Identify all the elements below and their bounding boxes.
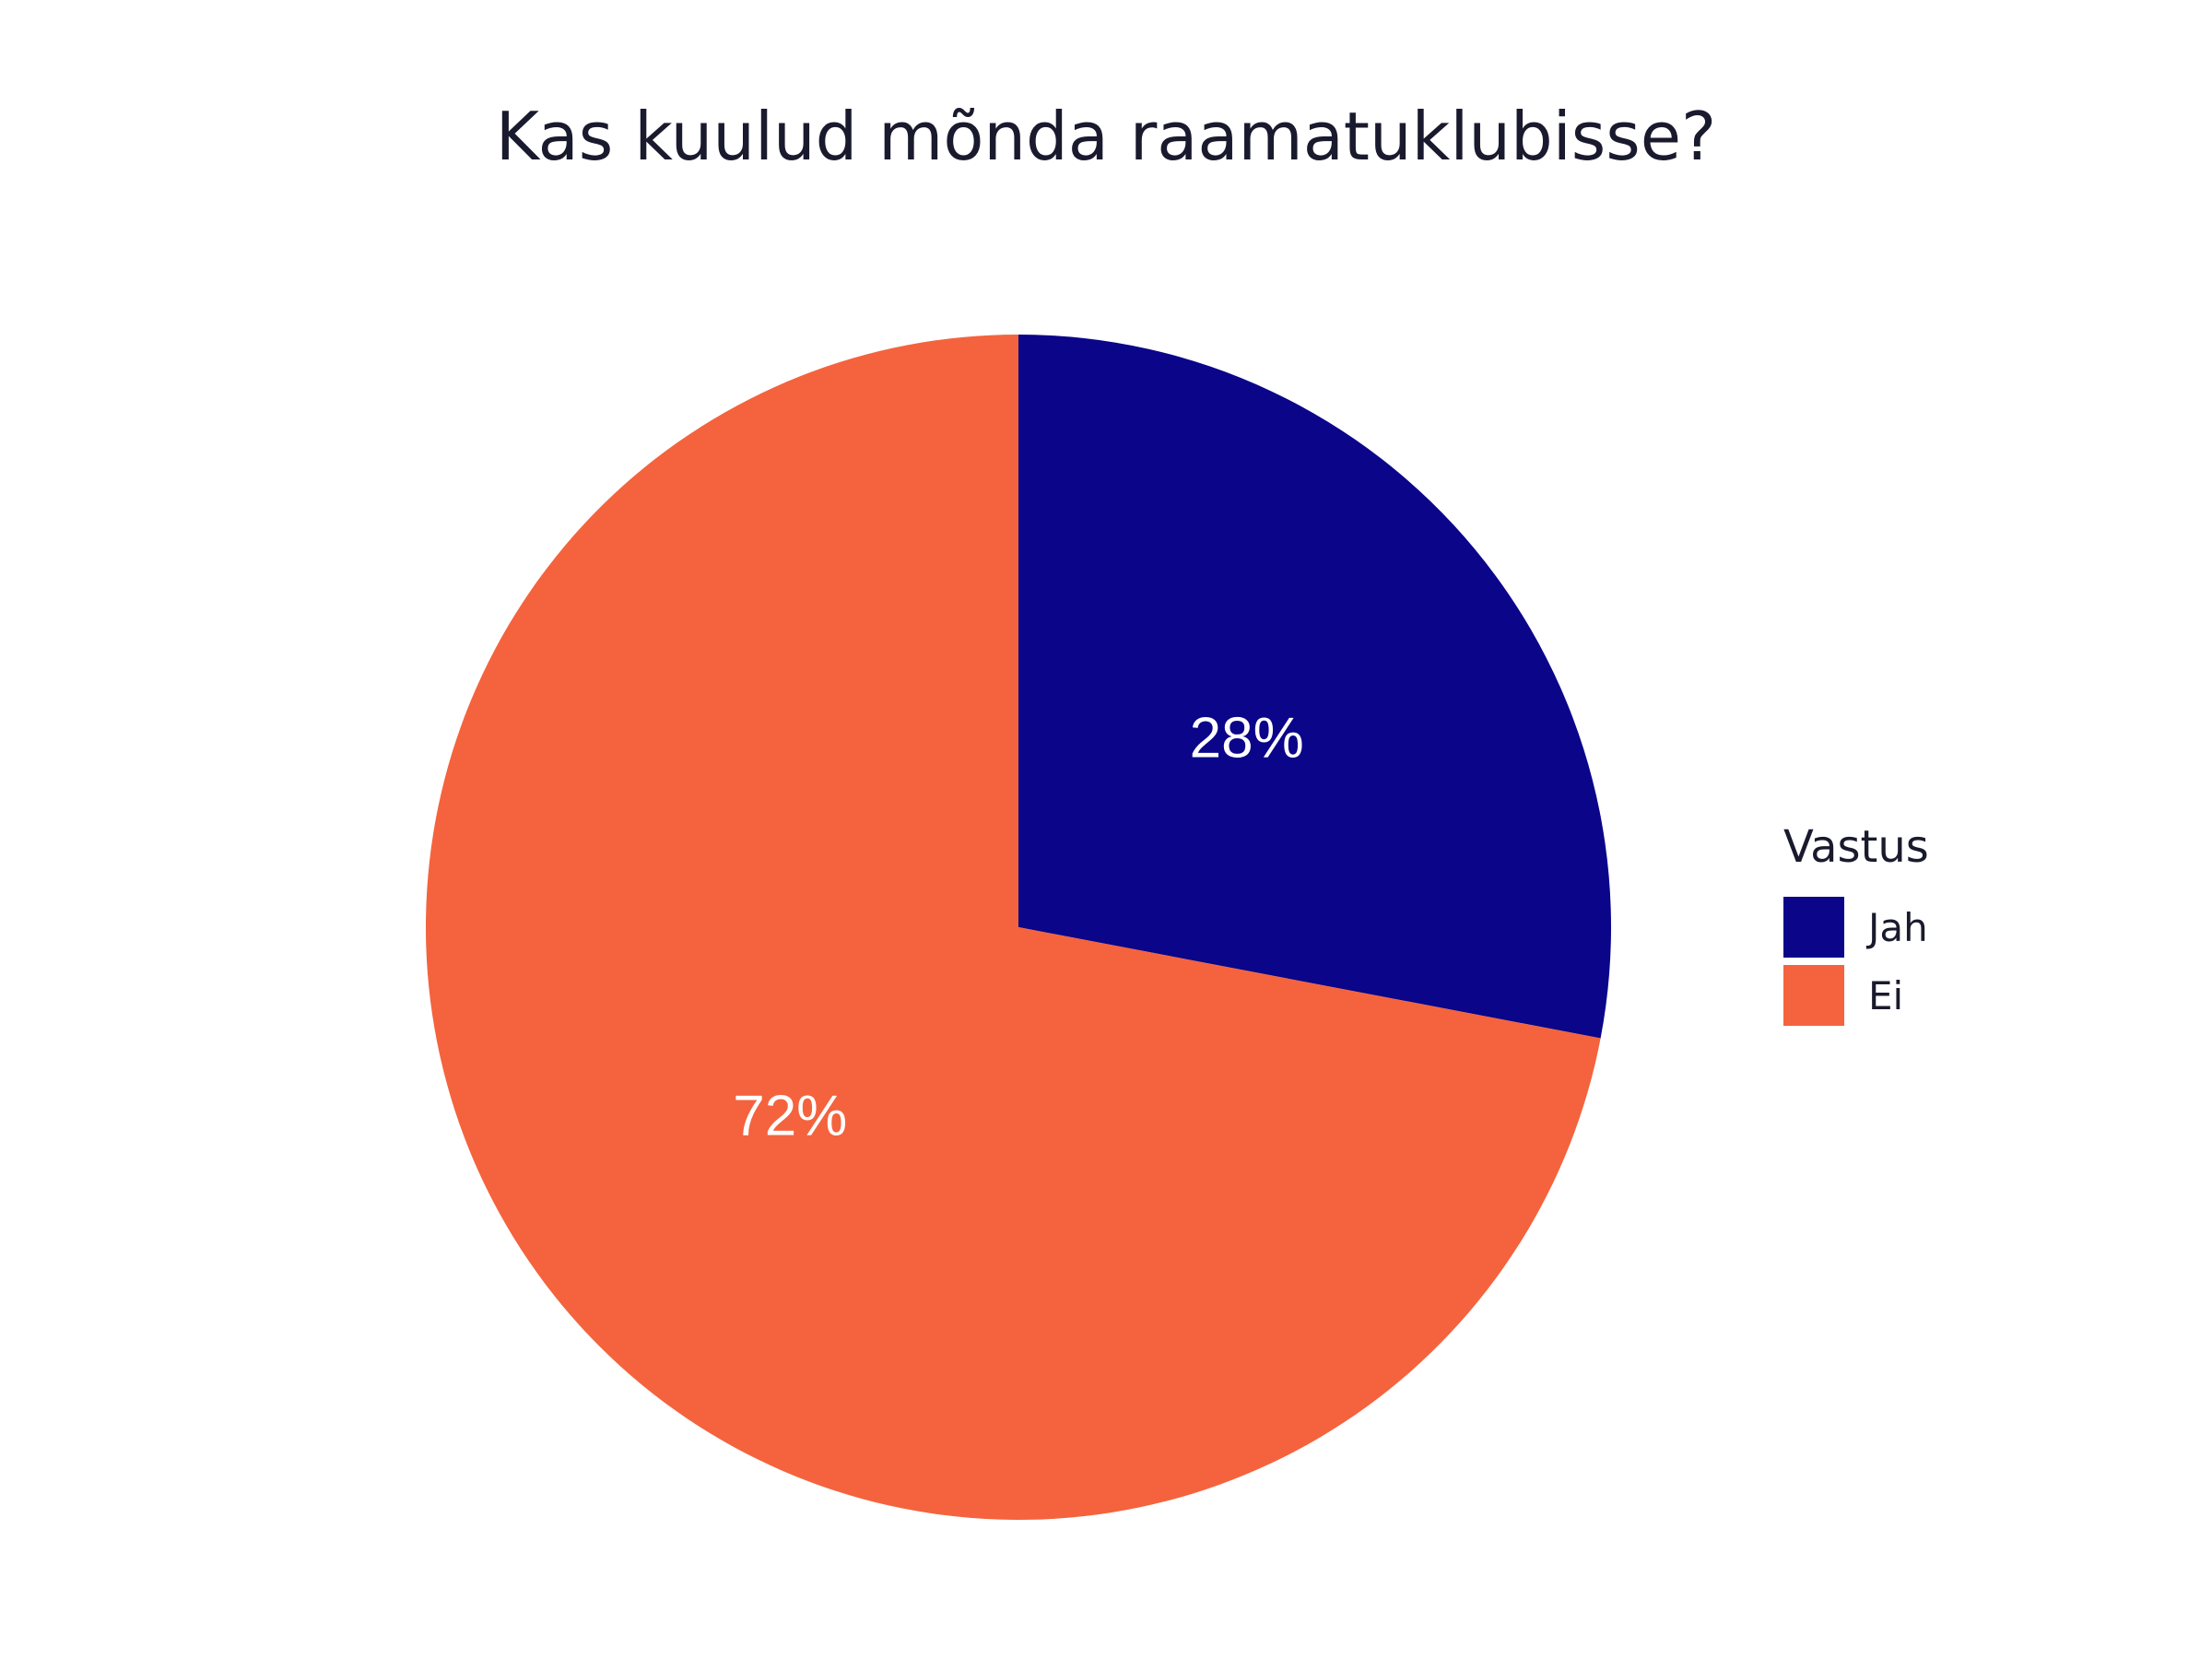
legend-title: Vastus bbox=[1783, 821, 1929, 873]
slice-label-ei: 72% bbox=[733, 1084, 847, 1147]
legend-label-ei: Ei bbox=[1868, 972, 1904, 1018]
slice-label-jah: 28% bbox=[1190, 707, 1304, 771]
pie-slice-jah bbox=[1018, 335, 1611, 1039]
legend-item-ei: Ei bbox=[1783, 963, 2060, 1028]
pie-slice-ei bbox=[426, 335, 1601, 1520]
chart-title: Kas kuulud mõnda raamatuklubisse? bbox=[495, 98, 1717, 175]
legend-item-jah: Jah bbox=[1783, 895, 2060, 959]
legend-swatch-jah bbox=[1783, 897, 1844, 958]
legend-swatch-ei bbox=[1783, 965, 1844, 1026]
legend: Vastus Jah Ei bbox=[1783, 825, 2060, 1031]
legend-label-jah: Jah bbox=[1868, 904, 1928, 950]
